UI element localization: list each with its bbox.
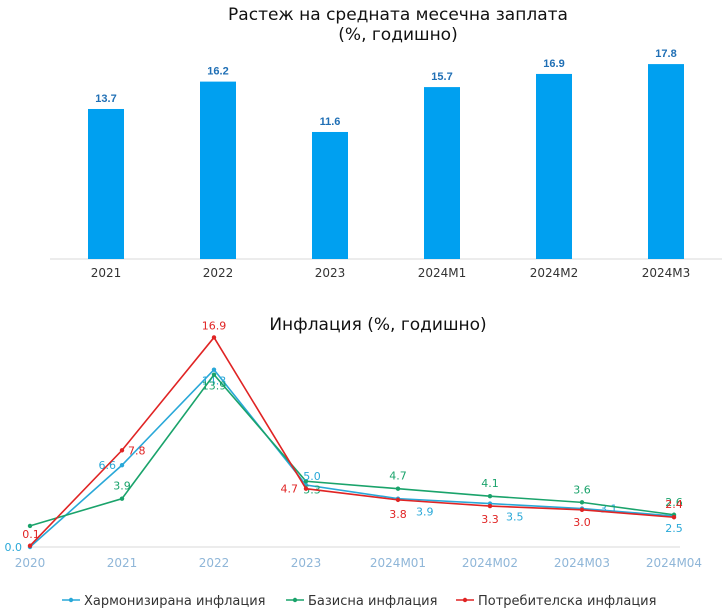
line-category-label: 2024M02 bbox=[462, 556, 518, 570]
line-category-label: 2023 bbox=[291, 556, 322, 570]
line-point bbox=[211, 367, 217, 372]
line-data-label: 4.7 bbox=[281, 483, 299, 496]
legend-label: Потребителска инфлация bbox=[478, 594, 656, 609]
bar-2024M1 bbox=[424, 87, 460, 260]
bar-value-label: 11.6 bbox=[320, 116, 341, 128]
line-point bbox=[211, 335, 217, 340]
line-data-label: 2.6 bbox=[665, 496, 683, 509]
bar-2024M2 bbox=[536, 73, 572, 259]
line-point bbox=[395, 486, 401, 491]
line-category-label: 2024M03 bbox=[554, 556, 610, 570]
line-point bbox=[487, 503, 493, 509]
bar-2024M3 bbox=[648, 64, 684, 259]
line-chart: Инфлация (%, годишно) 2020 2021 2022 2023 20… bbox=[5, 315, 703, 609]
line-data-label: 2.4 bbox=[665, 498, 683, 511]
bar-chart: Растеж на средната месечна заплата (%, г… bbox=[50, 5, 722, 280]
bar-value-label: 15.7 bbox=[431, 71, 452, 83]
line-point bbox=[303, 486, 309, 491]
line-data-label: 13.9 bbox=[202, 380, 227, 393]
line-category-label: 2022 bbox=[199, 556, 230, 570]
legend-label: Базисна инфлация bbox=[308, 594, 437, 609]
line-data-label: 3.9 bbox=[113, 480, 131, 493]
line-series-1 bbox=[29, 373, 675, 527]
line-data-label: 4.1 bbox=[481, 477, 499, 490]
line-point bbox=[579, 500, 585, 505]
legend-marker bbox=[462, 597, 468, 603]
line-chart-title: Инфлация (%, годишно) bbox=[269, 315, 486, 335]
line-series-2 bbox=[29, 336, 675, 547]
bar-value-label: 13.7 bbox=[95, 93, 116, 105]
line-point bbox=[119, 462, 125, 468]
line-data-label: 14.3 bbox=[202, 375, 227, 388]
bar-chart-subtitle: (%, годишно) bbox=[338, 25, 457, 45]
legend-marker bbox=[292, 597, 298, 603]
bar-category-label: 2024M3 bbox=[642, 266, 691, 280]
bar-category-label: 2023 bbox=[315, 266, 346, 280]
line-data-label: 3.0 bbox=[573, 516, 591, 529]
bar-category-label: 2021 bbox=[91, 266, 122, 280]
line-chart-legend: Хармонизирана инфлация Базисна инфлация По… bbox=[62, 594, 656, 609]
line-point bbox=[395, 497, 401, 503]
bar-category-label: 2024M1 bbox=[418, 266, 467, 280]
line-series-0 bbox=[29, 368, 675, 548]
bar-category-label: 2022 bbox=[203, 266, 234, 280]
line-data-label: 0.1 bbox=[22, 528, 40, 541]
line-point bbox=[211, 372, 217, 377]
line-data-label: 5.0 bbox=[303, 470, 321, 483]
line-point bbox=[27, 523, 33, 529]
line-data-label: 3.9 bbox=[416, 506, 434, 519]
line-point bbox=[579, 507, 585, 512]
bar-2022 bbox=[200, 81, 236, 259]
bar-2023 bbox=[312, 131, 348, 259]
line-point bbox=[487, 493, 493, 499]
bar-2021 bbox=[88, 108, 124, 259]
line-point bbox=[671, 515, 677, 520]
line-point bbox=[119, 496, 125, 501]
line-data-label: 3.5 bbox=[506, 511, 524, 524]
line-data-label: 3.6 bbox=[573, 483, 591, 496]
line-data-label: 7.8 bbox=[128, 444, 146, 457]
bar-value-label: 16.2 bbox=[207, 66, 228, 78]
line-point bbox=[303, 479, 309, 484]
line-category-label: 2024M01 bbox=[370, 556, 426, 570]
line-category-label: 2020 bbox=[15, 556, 46, 570]
legend-label: Хармонизирана инфлация bbox=[84, 594, 265, 609]
bar-chart-title: Растеж на средната месечна заплата bbox=[228, 5, 568, 25]
line-data-label: 3.8 bbox=[389, 508, 407, 521]
line-point bbox=[27, 543, 33, 548]
bar-value-label: 16.9 bbox=[543, 58, 564, 70]
line-point bbox=[119, 448, 125, 453]
line-data-label: 16.9 bbox=[202, 319, 227, 332]
bar-value-label: 17.8 bbox=[655, 48, 676, 60]
line-data-label: 0.0 bbox=[5, 541, 23, 554]
line-category-label: 2021 bbox=[107, 556, 138, 570]
bar-category-label: 2024M2 bbox=[530, 266, 579, 280]
line-category-label: 2024M04 bbox=[646, 556, 702, 570]
line-data-label: 2.5 bbox=[665, 522, 683, 535]
line-data-label: 4.7 bbox=[389, 470, 407, 483]
legend-marker bbox=[68, 597, 74, 603]
line-data-label: 3.3 bbox=[481, 513, 499, 526]
